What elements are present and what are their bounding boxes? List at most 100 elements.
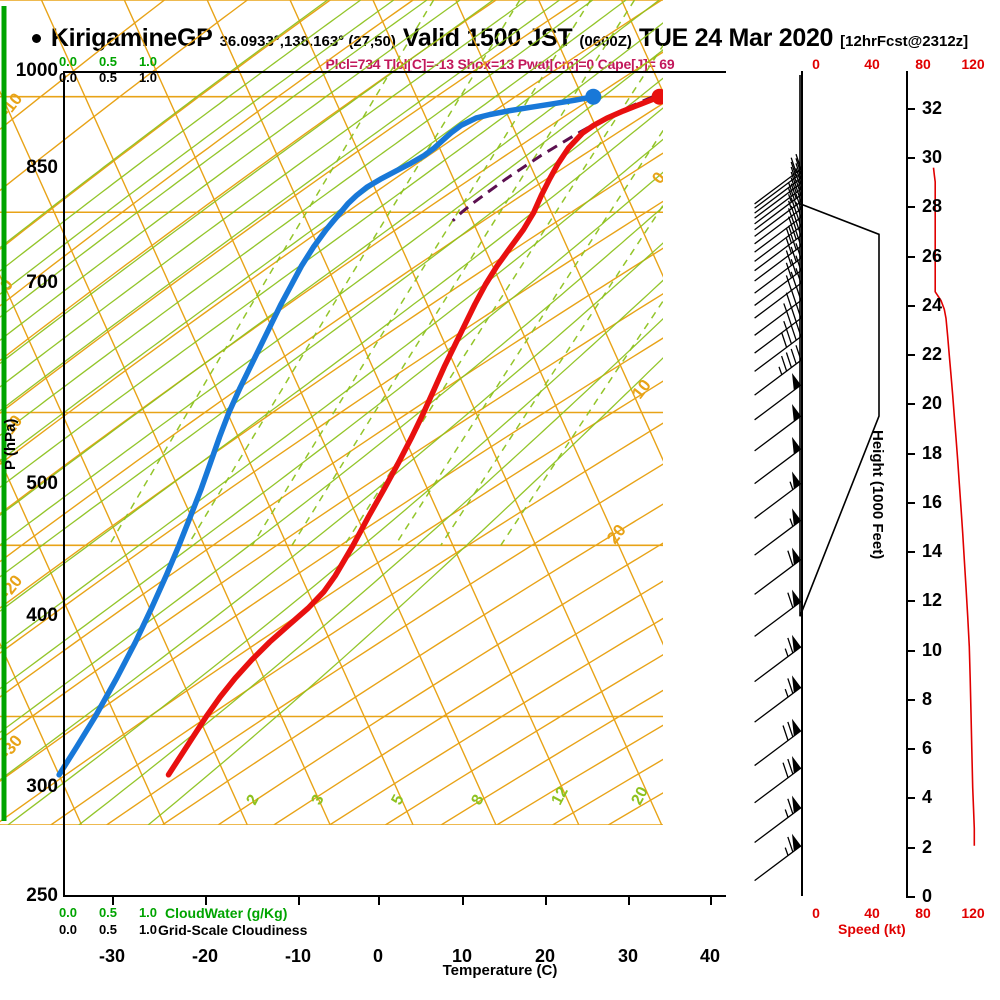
valid-time: Valid 1500 JST bbox=[402, 24, 573, 52]
temperature-tick--20: -20 bbox=[191, 946, 218, 966]
temperature-tickmark bbox=[205, 896, 207, 905]
station-marker-icon bbox=[31, 34, 41, 43]
cloudiness-axis-title: Grid-Scale Cloudiness bbox=[158, 922, 308, 938]
plot-frame-top bbox=[63, 71, 726, 73]
height-tick-12: 12 bbox=[922, 590, 943, 611]
temperature-axis-title: Temperature (C) bbox=[442, 962, 558, 979]
speed-tick-40-top: 40 bbox=[864, 56, 880, 72]
svg-text:0: 0 bbox=[648, 168, 663, 187]
height-tickmark-12 bbox=[906, 600, 915, 603]
pressure-tick-700: 700 bbox=[26, 272, 58, 294]
height-tick-22: 22 bbox=[922, 344, 943, 365]
cloudiness-top-tick-0: 0.0 bbox=[58, 70, 78, 85]
height-tickmark-26 bbox=[906, 255, 915, 258]
cloudiness-top-tick-2: 1.0 bbox=[138, 70, 158, 85]
wind-axis-line bbox=[801, 71, 803, 896]
temperature-tickmark bbox=[462, 896, 464, 905]
temperature-tick-10: 10 bbox=[451, 946, 473, 966]
speed-tick-80-top: 80 bbox=[915, 56, 931, 72]
pressure-tick-500: 500 bbox=[26, 472, 58, 494]
pressure-tick-850: 850 bbox=[26, 156, 58, 178]
cloudiness-bottom-tick-1: 0.5 bbox=[98, 922, 118, 937]
cloudwater-bottom-tick-2: 1.0 bbox=[138, 905, 158, 920]
temperature-tick-30: 30 bbox=[617, 946, 639, 966]
wind-barbs-panel bbox=[754, 75, 880, 882]
height-tick-10: 10 bbox=[922, 639, 943, 660]
height-tick-16: 16 bbox=[922, 491, 943, 512]
sounding-parameters: Plcl=734 Tlcl[C]=-13 Shox=13 Pwat[cm]=0 … bbox=[325, 56, 675, 72]
temperature-tickmark bbox=[628, 896, 630, 905]
plot-frame-bottom bbox=[63, 895, 726, 897]
height-tickmark-8 bbox=[906, 698, 915, 701]
height-tickmark-18 bbox=[906, 452, 915, 455]
pressure-tick-400: 400 bbox=[26, 605, 58, 627]
speed-tick-0-bottom: 0 bbox=[812, 905, 820, 921]
temperature-tick--10: -10 bbox=[284, 946, 311, 966]
height-axis-line bbox=[906, 71, 908, 896]
cloudiness-bottom-tick-2: 1.0 bbox=[138, 922, 158, 937]
cloudiness-top-tick-1: 0.5 bbox=[98, 70, 118, 85]
temperature-tick-0: 0 bbox=[372, 946, 383, 966]
cloudwater-bottom-tick-0: 0.0 bbox=[58, 905, 78, 920]
temperature-tickmark bbox=[112, 896, 114, 905]
height-tick-18: 18 bbox=[922, 442, 943, 463]
speed-tick-120-bottom: 120 bbox=[961, 905, 985, 921]
height-tick-14: 14 bbox=[922, 541, 943, 562]
svg-text:10: 10 bbox=[628, 376, 655, 403]
height-tickmark-4 bbox=[906, 797, 915, 800]
height-tickmark-10 bbox=[906, 649, 915, 652]
height-tick-6: 6 bbox=[922, 738, 933, 759]
height-tickmark-32 bbox=[906, 107, 915, 110]
height-tick-30: 30 bbox=[922, 147, 943, 168]
svg-text:20: 20 bbox=[603, 521, 630, 548]
temperature-tick--30: -30 bbox=[98, 946, 125, 966]
svg-text:20: 20 bbox=[629, 784, 652, 808]
height-tickmark-2 bbox=[906, 846, 915, 849]
pressure-axis-title: P (hPa) bbox=[2, 418, 19, 470]
cloudwater-top-tick-1: 0.5 bbox=[98, 54, 118, 69]
speed-axis-title: Speed (kt) bbox=[838, 921, 906, 937]
station-coordinates: 36.0933°,138.163° (27,50) bbox=[219, 33, 396, 50]
pressure-tick-300: 300 bbox=[26, 776, 58, 798]
height-tick-0: 0 bbox=[922, 886, 933, 906]
speed-tick-120-top: 120 bbox=[961, 56, 985, 72]
height-tick-26: 26 bbox=[922, 245, 943, 266]
forecast-info: [12hrFcst@2312z] bbox=[840, 33, 969, 50]
speed-tick-40-bottom: 40 bbox=[864, 905, 880, 921]
height-tick-28: 28 bbox=[922, 196, 943, 217]
height-axis-title: Height (1000 Feet) bbox=[869, 430, 886, 560]
height-tickmark-28 bbox=[906, 206, 915, 209]
temperature-tick-40: 40 bbox=[699, 946, 721, 966]
pressure-tick-1000: 1000 bbox=[15, 60, 58, 81]
cloudwater-bottom-tick-1: 0.5 bbox=[98, 905, 118, 920]
cloudwater-top-tick-0: 0.0 bbox=[58, 54, 78, 69]
temperature-tickmark bbox=[545, 896, 547, 905]
cloudwater-axis-title: CloudWater (g/Kg) bbox=[165, 905, 288, 921]
skewt-plot-area: -10 0 -10 -20 -30 0 10 20 2 3 5 8 12 20 bbox=[0, 0, 663, 825]
height-tickmark-16 bbox=[906, 501, 915, 504]
height-tick-8: 8 bbox=[922, 688, 933, 709]
height-tickmark-14 bbox=[906, 551, 915, 554]
height-tickmark-30 bbox=[906, 157, 915, 160]
temperature-tickmark bbox=[710, 896, 712, 905]
temperature-tickmark bbox=[378, 896, 380, 905]
height-tick-4: 4 bbox=[922, 787, 933, 808]
height-tickmark-6 bbox=[906, 748, 915, 751]
header: KirigamineGP 36.0933°,138.163° (27,50) V… bbox=[0, 24, 1000, 52]
height-tickmark-22 bbox=[906, 354, 915, 357]
pressure-tick-250: 250 bbox=[26, 885, 58, 906]
temperature-tick-20: 20 bbox=[534, 946, 556, 966]
height-tick-24: 24 bbox=[922, 294, 943, 315]
cloudwater-top-tick-2: 1.0 bbox=[138, 54, 158, 69]
height-tickmark-24 bbox=[906, 304, 915, 307]
height-tick-2: 2 bbox=[922, 836, 933, 857]
svg-text:12: 12 bbox=[549, 784, 572, 808]
height-tick-20: 20 bbox=[922, 393, 943, 414]
height-tickmark-0 bbox=[906, 896, 915, 898]
plot-frame-left bbox=[63, 71, 65, 896]
height-tick-32: 32 bbox=[922, 97, 943, 118]
temperature-tickmark bbox=[298, 896, 300, 905]
speed-tick-80-bottom: 80 bbox=[915, 905, 931, 921]
valid-date: TUE 24 Mar 2020 bbox=[638, 24, 834, 52]
